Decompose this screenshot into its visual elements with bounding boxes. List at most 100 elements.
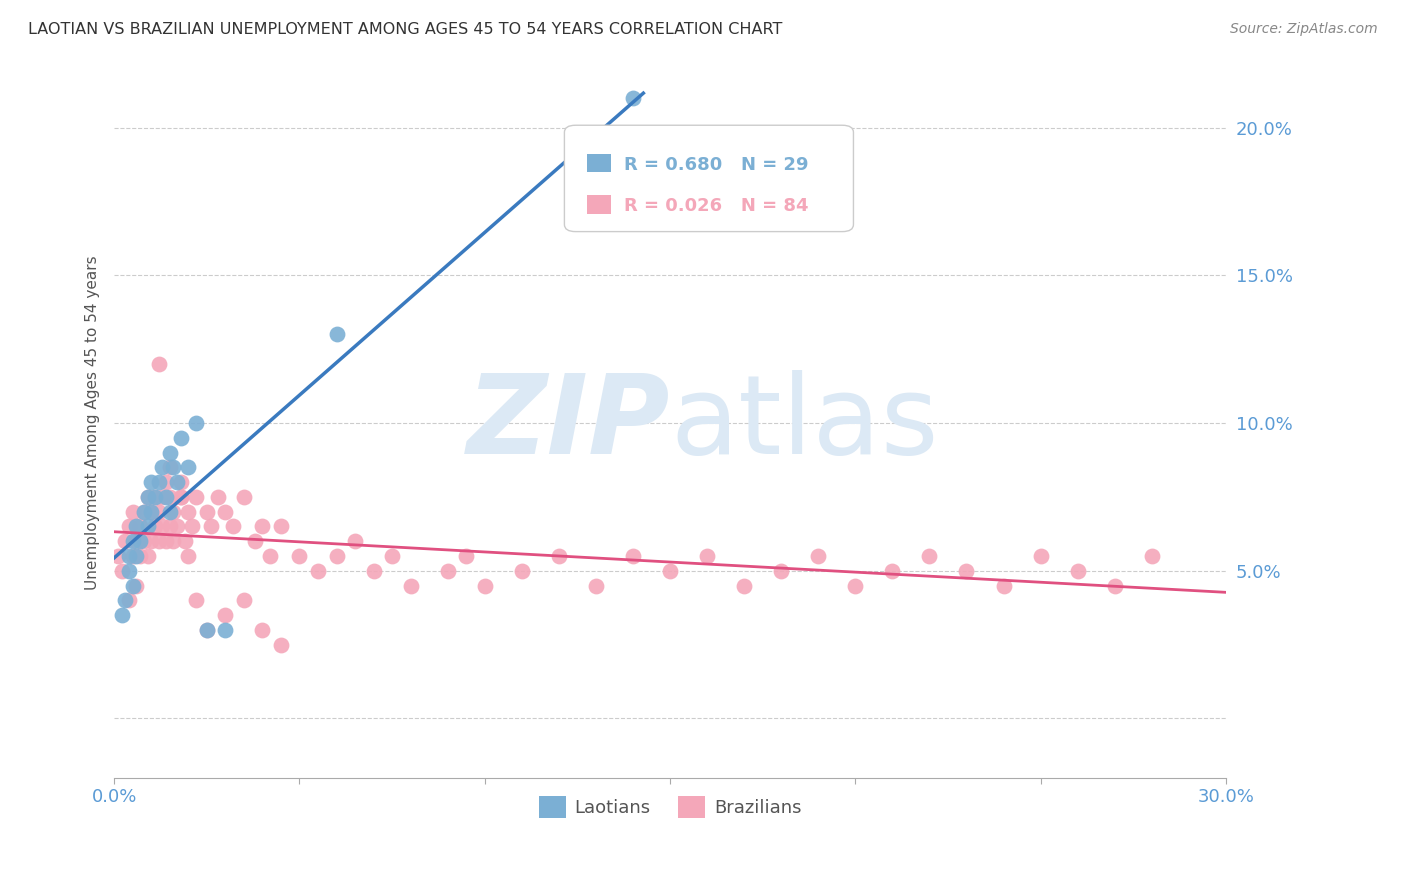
Point bbox=[807, 549, 830, 563]
Point bbox=[166, 475, 188, 490]
Point bbox=[325, 327, 347, 342]
Point bbox=[733, 578, 755, 592]
Point bbox=[155, 475, 177, 490]
Point bbox=[162, 505, 184, 519]
Point bbox=[132, 505, 155, 519]
Point bbox=[125, 534, 148, 549]
Point bbox=[259, 549, 281, 563]
Point bbox=[129, 534, 152, 549]
Point bbox=[121, 578, 143, 592]
Point bbox=[114, 534, 136, 549]
Point bbox=[585, 578, 607, 592]
Point bbox=[195, 623, 218, 637]
Point bbox=[141, 505, 163, 519]
Point bbox=[200, 519, 222, 533]
Point bbox=[363, 564, 385, 578]
Point bbox=[177, 549, 200, 563]
Point bbox=[307, 564, 329, 578]
Point bbox=[474, 578, 496, 592]
Point bbox=[621, 549, 644, 563]
Point bbox=[510, 564, 533, 578]
Point bbox=[141, 505, 163, 519]
Point bbox=[150, 490, 173, 504]
Point bbox=[162, 534, 184, 549]
Point bbox=[121, 549, 143, 563]
Point bbox=[1140, 549, 1163, 563]
Point bbox=[399, 578, 422, 592]
Point bbox=[173, 534, 195, 549]
Point bbox=[181, 519, 204, 533]
Point bbox=[1066, 564, 1088, 578]
Point bbox=[170, 475, 193, 490]
Point bbox=[121, 534, 143, 549]
Point bbox=[222, 519, 245, 533]
Point bbox=[252, 519, 274, 533]
Point bbox=[170, 431, 193, 445]
Point bbox=[659, 564, 682, 578]
Point bbox=[118, 549, 141, 563]
Point bbox=[214, 623, 236, 637]
Point bbox=[141, 475, 163, 490]
Point bbox=[184, 490, 207, 504]
Point bbox=[270, 638, 292, 652]
Point bbox=[214, 608, 236, 623]
Point bbox=[325, 549, 347, 563]
Point bbox=[107, 549, 129, 563]
Point bbox=[148, 534, 170, 549]
FancyBboxPatch shape bbox=[586, 195, 612, 214]
Point bbox=[125, 519, 148, 533]
Text: Source: ZipAtlas.com: Source: ZipAtlas.com bbox=[1230, 22, 1378, 37]
Point bbox=[184, 416, 207, 430]
Point bbox=[232, 593, 254, 607]
Point bbox=[696, 549, 718, 563]
Point bbox=[118, 519, 141, 533]
Point bbox=[150, 460, 173, 475]
Point bbox=[159, 490, 181, 504]
Point bbox=[159, 519, 181, 533]
Point bbox=[148, 357, 170, 371]
Point bbox=[110, 608, 132, 623]
Point bbox=[162, 460, 184, 475]
Point bbox=[207, 490, 229, 504]
Point bbox=[170, 490, 193, 504]
Point bbox=[381, 549, 404, 563]
Text: atlas: atlas bbox=[671, 369, 939, 476]
Point bbox=[214, 505, 236, 519]
Text: R = 0.680   N = 29: R = 0.680 N = 29 bbox=[624, 155, 808, 174]
Point bbox=[918, 549, 941, 563]
Point bbox=[243, 534, 266, 549]
Point bbox=[114, 593, 136, 607]
Text: R = 0.026   N = 84: R = 0.026 N = 84 bbox=[624, 197, 808, 215]
Point bbox=[270, 519, 292, 533]
Point bbox=[177, 505, 200, 519]
Point bbox=[844, 578, 866, 592]
Point bbox=[344, 534, 367, 549]
Point bbox=[955, 564, 977, 578]
Point bbox=[159, 505, 181, 519]
Point bbox=[141, 534, 163, 549]
Point bbox=[195, 505, 218, 519]
Point bbox=[177, 460, 200, 475]
Point bbox=[159, 460, 181, 475]
Legend: Laotians, Brazilians: Laotians, Brazilians bbox=[531, 789, 808, 825]
Point bbox=[129, 519, 152, 533]
Point bbox=[195, 623, 218, 637]
Point bbox=[1104, 578, 1126, 592]
Text: ZIP: ZIP bbox=[467, 369, 671, 476]
Point bbox=[155, 490, 177, 504]
Point bbox=[288, 549, 311, 563]
Point bbox=[184, 593, 207, 607]
Point bbox=[125, 549, 148, 563]
Point bbox=[136, 519, 159, 533]
Point bbox=[136, 490, 159, 504]
Point bbox=[110, 564, 132, 578]
Point bbox=[118, 564, 141, 578]
Point bbox=[547, 549, 569, 563]
Point bbox=[456, 549, 478, 563]
Point bbox=[170, 490, 193, 504]
Point bbox=[770, 564, 793, 578]
Point bbox=[166, 519, 188, 533]
Point bbox=[143, 490, 166, 504]
Point bbox=[155, 534, 177, 549]
Point bbox=[136, 490, 159, 504]
